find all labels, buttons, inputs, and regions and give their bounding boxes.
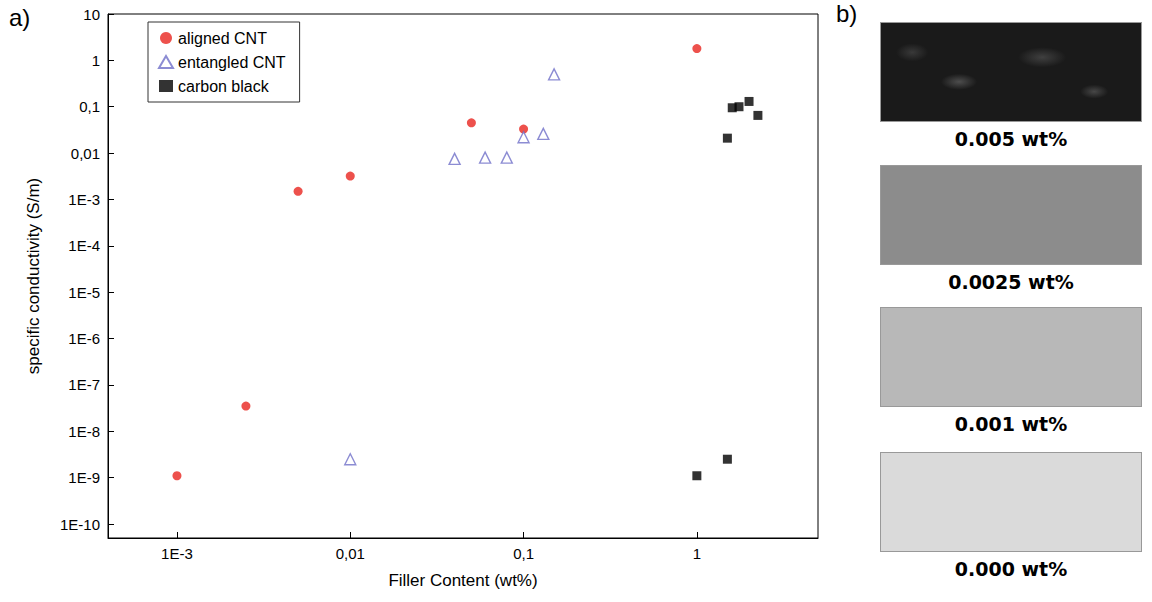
- svg-text:1E-5: 1E-5: [68, 284, 100, 301]
- html-text:0.005 wt%: 0.005 wt%: [954, 128, 1068, 150]
- html-text:0.001 wt%: 0.001 wt%: [954, 413, 1068, 435]
- svg-text:1E-7: 1E-7: [68, 376, 100, 393]
- svg-text:1E-3: 1E-3: [68, 191, 100, 208]
- svg-text:a): a): [9, 4, 30, 31]
- svg-text:1E-9: 1E-9: [68, 469, 100, 486]
- svg-text:1E-10: 1E-10: [60, 516, 100, 533]
- svg-text:0,1: 0,1: [513, 545, 534, 562]
- svg-text:1: 1: [92, 52, 100, 69]
- svg-text:0,01: 0,01: [71, 145, 100, 162]
- svg-text:1E-3: 1E-3: [161, 545, 193, 562]
- svg-text:1E-4: 1E-4: [68, 237, 100, 254]
- svg-text:0,1: 0,1: [79, 98, 100, 115]
- svg-text:specific conductivity (S/m): specific conductivity (S/m): [24, 178, 43, 375]
- svg-text:Filler Content (wt%): Filler Content (wt%): [388, 571, 537, 590]
- svg-text:1: 1: [693, 545, 701, 562]
- svg-text:aligned CNT: aligned CNT: [178, 30, 267, 47]
- svg-text:0,01: 0,01: [336, 545, 365, 562]
- svg-text:1E-8: 1E-8: [68, 423, 100, 440]
- svg-text:10: 10: [83, 6, 100, 23]
- svg-text:entangled CNT: entangled CNT: [178, 54, 286, 71]
- html-text:b): b): [836, 0, 858, 27]
- html-text:0.000 wt%: 0.000 wt%: [954, 558, 1068, 580]
- svg-text:carbon black: carbon black: [178, 78, 270, 95]
- svg-text:1E-6: 1E-6: [68, 330, 100, 347]
- html-text:0.0025 wt%: 0.0025 wt%: [948, 271, 1074, 293]
